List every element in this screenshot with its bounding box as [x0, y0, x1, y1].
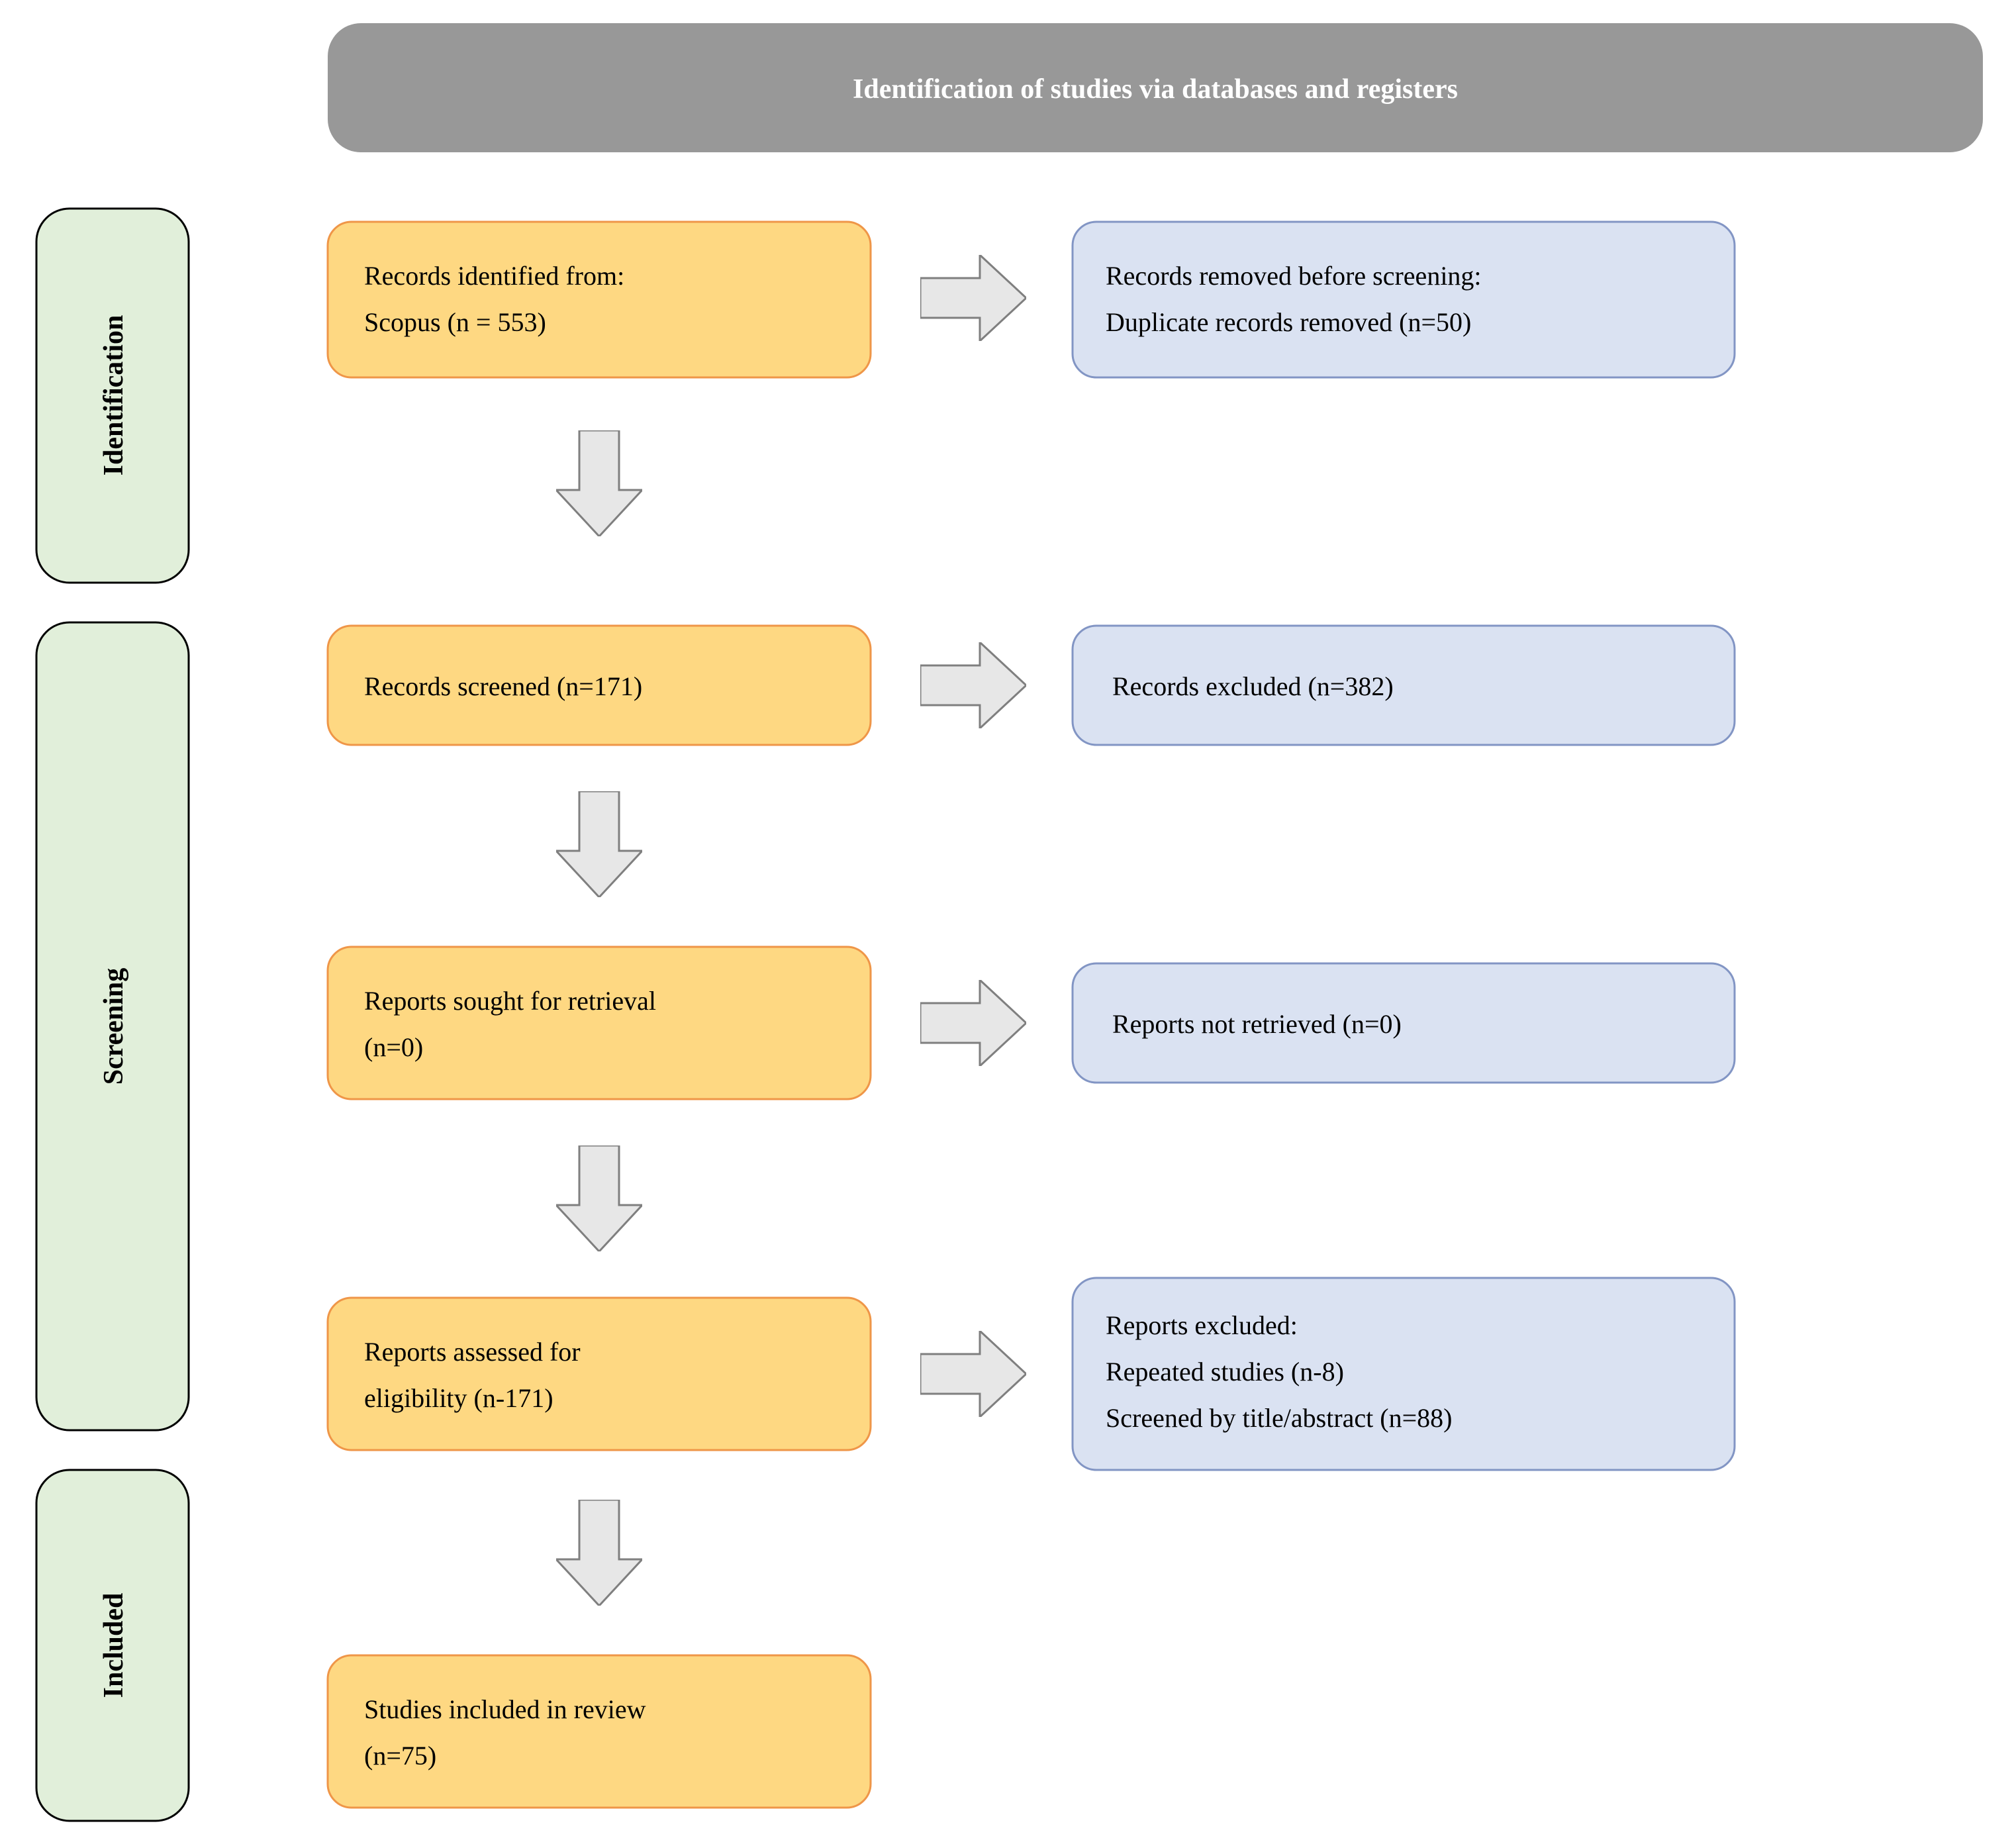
reports-sought-line1: Reports sought for retrieval — [364, 986, 656, 1016]
phase-included: Included — [36, 1470, 189, 1821]
records-identified-line1: Records identified from: — [364, 261, 624, 291]
box-reports-excluded: Reports excluded: Repeated studies (n-8)… — [1073, 1278, 1735, 1470]
reports-excluded-line2: Repeated studies (n-8) — [1106, 1357, 1344, 1386]
records-identified-line2: Scopus (n = 553) — [364, 307, 546, 337]
arrow-down-icon — [556, 1500, 642, 1606]
phase-screening: Screening — [36, 622, 189, 1430]
reports-excluded-line3: Screened by title/abstract (n=88) — [1106, 1403, 1452, 1433]
header-title: Identification of studies via databases … — [853, 74, 1458, 105]
box-records-identified: Records identified from: Scopus (n = 553… — [328, 222, 871, 377]
box-reports-assessed: Reports assessed for eligibility (n-171) — [328, 1298, 871, 1450]
phase-identification: Identification — [36, 209, 189, 583]
records-removed-line1: Records removed before screening: — [1106, 261, 1482, 291]
reports-sought-line2: (n=0) — [364, 1032, 423, 1062]
box-reports-not-retrieved: Reports not retrieved (n=0) — [1073, 963, 1735, 1083]
studies-included-line1: Studies included in review — [364, 1694, 646, 1724]
header-bar: Identification of studies via databases … — [328, 23, 1983, 152]
reports-assessed-line1: Reports assessed for — [364, 1337, 581, 1367]
reports-excluded-line1: Reports excluded: — [1106, 1310, 1298, 1340]
arrow-right-icon — [920, 980, 1026, 1066]
arrow-down-icon — [556, 1145, 642, 1251]
records-removed-line2: Duplicate records removed (n=50) — [1106, 307, 1471, 337]
box-reports-sought: Reports sought for retrieval (n=0) — [328, 947, 871, 1099]
reports-assessed-line2: eligibility (n-171) — [364, 1383, 553, 1413]
box-studies-included: Studies included in review (n=75) — [328, 1655, 871, 1808]
phase-screening-label: Screening — [99, 968, 129, 1085]
box-records-screened: Records screened (n=171) — [328, 626, 871, 745]
phase-included-label: Included — [99, 1593, 129, 1698]
phase-identification-label: Identification — [99, 315, 129, 476]
records-screened-text: Records screened (n=171) — [364, 671, 642, 701]
reports-not-retrieved-text: Reports not retrieved (n=0) — [1112, 1009, 1402, 1039]
arrow-down-icon — [556, 430, 642, 536]
arrow-right-icon — [920, 1331, 1026, 1417]
box-records-removed: Records removed before screening: Duplic… — [1073, 222, 1735, 377]
prisma-flowchart: Identification of studies via databases … — [0, 0, 2014, 1848]
studies-included-line2: (n=75) — [364, 1741, 436, 1771]
arrow-right-icon — [920, 642, 1026, 728]
arrow-right-icon — [920, 255, 1026, 341]
box-records-excluded: Records excluded (n=382) — [1073, 626, 1735, 745]
arrow-down-icon — [556, 791, 642, 897]
records-excluded-text: Records excluded (n=382) — [1112, 671, 1394, 701]
